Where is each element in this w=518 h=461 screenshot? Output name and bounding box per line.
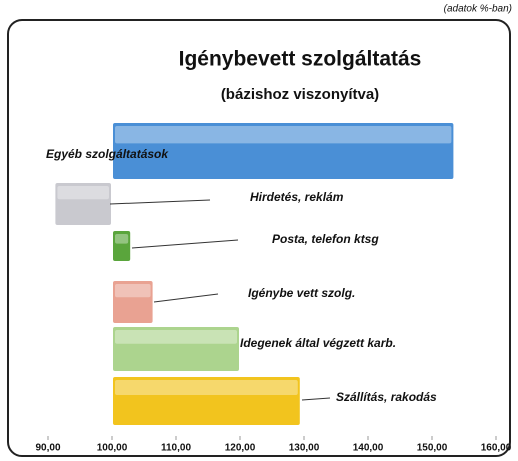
bar: [111, 279, 155, 325]
bar-shine: [115, 330, 237, 344]
bar: [111, 325, 241, 373]
leader-line: [301, 397, 331, 401]
bar: [111, 121, 456, 181]
x-tick-label: 110,00: [161, 443, 191, 454]
bar-shine: [115, 284, 151, 298]
bar-shine: [115, 234, 129, 244]
chart-title: Igénybevett szolgáltatás: [179, 48, 422, 71]
x-tick-label: 130,00: [289, 443, 320, 454]
category-label: Szállítás, rakodás: [336, 390, 437, 404]
x-tick-label: 140,00: [353, 443, 384, 454]
category-label: Igénybe vett szolg.: [248, 286, 355, 300]
category-label: Posta, telefon ktsg: [272, 232, 379, 246]
x-tick-label: 160,00: [481, 443, 512, 454]
x-tick-label: 120,00: [225, 443, 256, 454]
category-label: Egyéb szolgáltatások: [46, 147, 169, 161]
chart-subtitle: (bázishoz viszonyítva): [221, 86, 379, 103]
bar: [111, 229, 133, 263]
x-tick-label: 90,00: [35, 443, 60, 454]
unit-note: (adatok %-ban): [444, 4, 512, 15]
x-tick-label: 100,00: [97, 443, 128, 454]
bar-shine: [115, 126, 452, 144]
leader-line: [153, 293, 219, 303]
category-label: Hirdetés, reklám: [250, 190, 344, 204]
bar-shine: [115, 380, 298, 395]
bar: [111, 375, 302, 427]
bar-shine: [57, 186, 109, 200]
leader-line: [109, 199, 211, 205]
leader-line: [131, 239, 239, 249]
x-tick-label: 150,00: [417, 443, 448, 454]
category-label: Idegenek által végzett karb.: [240, 336, 396, 350]
